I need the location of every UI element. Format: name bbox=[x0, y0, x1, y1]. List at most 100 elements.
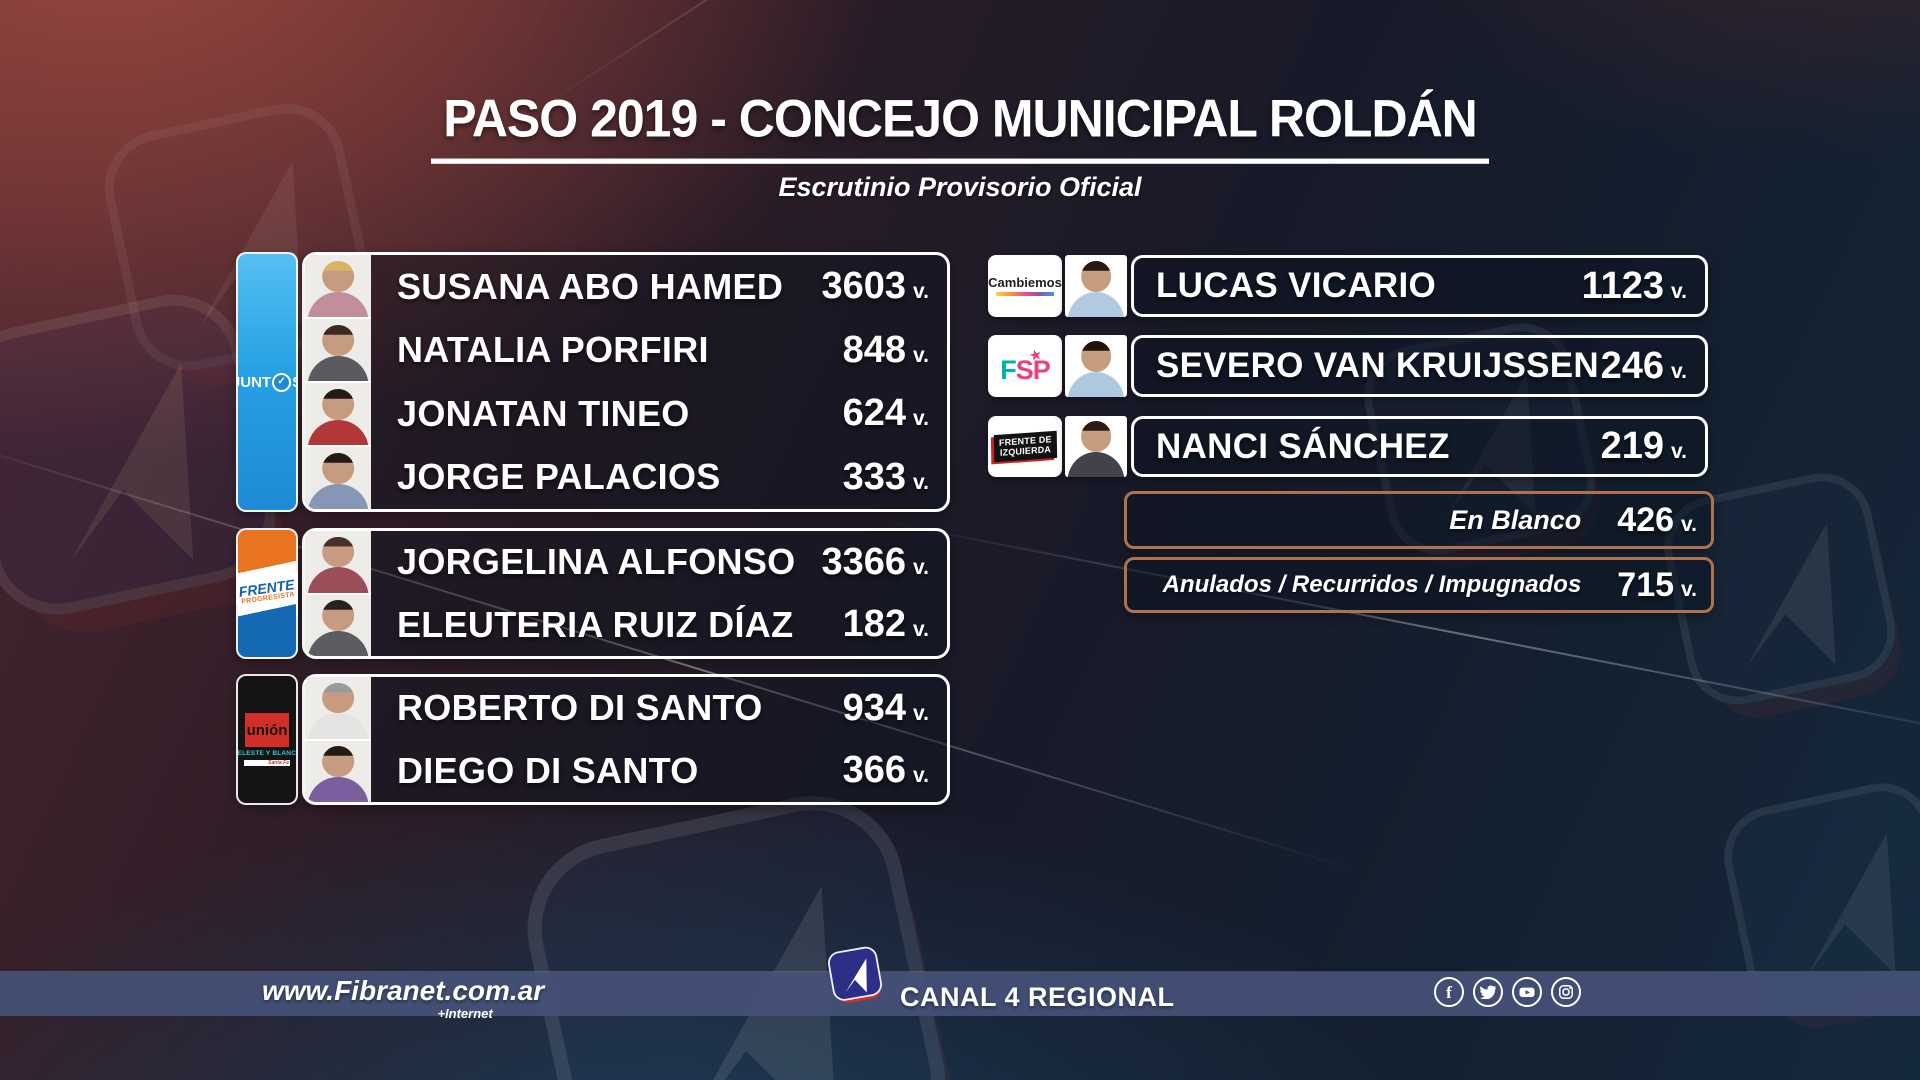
page-subtitle: Escrutinio Provisorio Oficial bbox=[778, 172, 1142, 202]
candidate-photo bbox=[305, 531, 371, 593]
candidate-panel: JORGELINA ALFONSO 3366 v. ELEUTERIA RUIZ … bbox=[302, 528, 950, 659]
vote-number: 333 bbox=[842, 455, 907, 498]
party-row-frente-de-izquierda: FRENTE DE IZQUIERDA NANCI SÁNCHEZ 219 v. bbox=[988, 416, 1708, 477]
candidate-photos bbox=[305, 677, 371, 802]
candidate-name: ROBERTO DI SANTO bbox=[397, 687, 763, 729]
facebook-icon: f bbox=[1434, 977, 1464, 1007]
union-logo-line2: CELESTE Y BLANCO bbox=[236, 750, 298, 757]
party-row-fsp: ★ FSP SEVERO VAN KRUIJSSEN 246 v. bbox=[988, 335, 1708, 397]
frente-de-izquierda-logo-text: FRENTE DE IZQUIERDA bbox=[993, 430, 1057, 463]
candidate-name: JONATAN TINEO bbox=[397, 392, 690, 434]
canal4-logo bbox=[828, 946, 882, 1003]
party-row-cambiemos: Cambiemos LUCAS VICARIO 1123 v. bbox=[988, 255, 1708, 317]
vote-suffix: v. bbox=[1681, 577, 1697, 601]
candidate-row: SUSANA ABO HAMED 3603 v. bbox=[371, 255, 947, 319]
page-title: PASO 2019 - CONCEJO MUNICIPAL ROLDÁN bbox=[0, 89, 1920, 164]
vote-number: 1123 bbox=[1581, 264, 1665, 307]
channel-watermark-icon bbox=[527, 796, 955, 1080]
candidate-name: JORGE PALACIOS bbox=[397, 456, 721, 498]
union-logo-line3: Santa Fe bbox=[268, 760, 289, 766]
candidate-photo bbox=[305, 319, 371, 381]
candidate-name: LUCAS VICARIO bbox=[1156, 266, 1437, 305]
vote-number: 366 bbox=[842, 749, 907, 792]
vote-number: 715 bbox=[1617, 565, 1675, 604]
footer-bar bbox=[0, 972, 1920, 1016]
candidate-votes: 246 v. bbox=[1601, 345, 1705, 388]
vote-number: 426 bbox=[1617, 500, 1675, 539]
vote-suffix: v. bbox=[913, 470, 929, 494]
candidate-panel: LUCAS VICARIO 1123 v. bbox=[1131, 255, 1708, 317]
instagram-icon bbox=[1551, 977, 1581, 1007]
candidate-votes: 3603 v. bbox=[821, 265, 947, 308]
cambiemos-logo-text: Cambiemos bbox=[988, 274, 1062, 290]
juntos-logo-prefix: JUNT bbox=[238, 373, 272, 391]
candidate-photo bbox=[305, 255, 371, 317]
candidate-row: JONATAN TINEO 624 v. bbox=[371, 382, 947, 446]
juntos-party-logo: JUNT ✓ S bbox=[236, 252, 298, 512]
vote-number: 3366 bbox=[821, 540, 907, 583]
candidate-row: ROBERTO DI SANTO 934 v. bbox=[371, 677, 947, 740]
candidate-votes: 333 v. bbox=[843, 456, 947, 499]
candidate-name: NANCI SÁNCHEZ bbox=[1156, 426, 1450, 466]
union-logo-line1: unión bbox=[245, 713, 289, 747]
candidate-row: DIEGO DI SANTO 366 v. bbox=[371, 740, 947, 803]
vote-number: 219 bbox=[1600, 425, 1665, 467]
frente-de-izquierda-logo: FRENTE DE IZQUIERDA bbox=[988, 416, 1062, 477]
youtube-icon bbox=[1512, 977, 1542, 1007]
cambiemos-logo: Cambiemos bbox=[988, 255, 1062, 317]
vote-suffix: v. bbox=[913, 343, 929, 367]
vote-suffix: v. bbox=[913, 764, 929, 788]
summary-label: Anulados / Recurridos / Impugnados bbox=[1162, 571, 1582, 598]
candidate-name: ELEUTERIA RUIZ DÍAZ bbox=[397, 603, 794, 645]
website-url: www.Fibranet.com.ar bbox=[262, 975, 545, 1006]
vote-number: 934 bbox=[842, 686, 907, 729]
candidate-panel: SEVERO VAN KRUIJSSEN 246 v. bbox=[1131, 335, 1708, 397]
fsp-logo: ★ FSP bbox=[988, 335, 1062, 397]
party-card-union-celeste-y-blanco: unión CELESTE Y BLANCO Santa Fe ROBERTO … bbox=[236, 674, 950, 805]
summary-votes: 715 v. bbox=[1617, 566, 1711, 605]
social-icons: f bbox=[1434, 977, 1581, 1007]
party-card-frente-progresista: FRENTE PROGRESISTA JORGELINA ALFONSO 336… bbox=[236, 528, 950, 659]
vote-number: 182 bbox=[842, 603, 907, 646]
light-streak bbox=[879, 520, 1920, 751]
candidate-name: SUSANA ABO HAMED bbox=[397, 265, 784, 307]
frente-progresista-logo-text: FRENTE PROGRESISTA bbox=[238, 576, 296, 606]
juntos-check-icon: ✓ bbox=[272, 372, 292, 392]
juntos-logo-text: JUNT ✓ S bbox=[238, 372, 296, 392]
candidate-votes: 182 v. bbox=[843, 603, 947, 646]
channel-name: CANAL 4 REGIONAL bbox=[900, 982, 1175, 1012]
vote-suffix: v. bbox=[1671, 359, 1687, 383]
candidate-votes: 934 v. bbox=[843, 687, 947, 730]
union-celeste-y-blanco-logo: unión CELESTE Y BLANCO Santa Fe bbox=[236, 674, 298, 805]
candidate-row: JORGELINA ALFONSO 3366 v. bbox=[371, 531, 947, 594]
candidate-photo bbox=[305, 383, 371, 445]
website-subtext: +Internet bbox=[437, 1005, 493, 1021]
vote-number: 246 bbox=[1600, 344, 1665, 387]
candidate-name: NATALIA PORFIRI bbox=[397, 329, 709, 371]
candidate-photos bbox=[305, 531, 371, 656]
candidate-photos bbox=[305, 255, 371, 509]
candidate-photo bbox=[305, 594, 371, 656]
vote-suffix: v. bbox=[1681, 512, 1697, 536]
vote-suffix: v. bbox=[913, 701, 929, 725]
cambiemos-gradient-bar bbox=[995, 292, 1054, 297]
candidate-panel: NANCI SÁNCHEZ 219 v. bbox=[1131, 416, 1708, 477]
frente-progresista-logo: FRENTE PROGRESISTA bbox=[236, 528, 298, 659]
vote-number: 3603 bbox=[821, 265, 907, 308]
summary-votes: 426 v. bbox=[1617, 501, 1711, 540]
candidate-votes: 219 v. bbox=[1601, 425, 1705, 468]
candidate-votes: 1123 v. bbox=[1582, 265, 1705, 308]
candidate-photo bbox=[1065, 335, 1127, 397]
plane-icon bbox=[845, 958, 867, 993]
candidate-photo bbox=[1065, 255, 1127, 317]
candidate-row: NATALIA PORFIRI 848 v. bbox=[371, 319, 947, 383]
candidate-name: SEVERO VAN KRUIJSSEN bbox=[1156, 346, 1599, 385]
vote-suffix: v. bbox=[913, 555, 929, 579]
vote-suffix: v. bbox=[913, 618, 929, 642]
juntos-logo-suffix: S bbox=[292, 374, 296, 391]
candidate-votes: 3366 v. bbox=[821, 541, 947, 584]
candidate-photo bbox=[305, 677, 371, 739]
candidate-photo bbox=[305, 740, 371, 802]
